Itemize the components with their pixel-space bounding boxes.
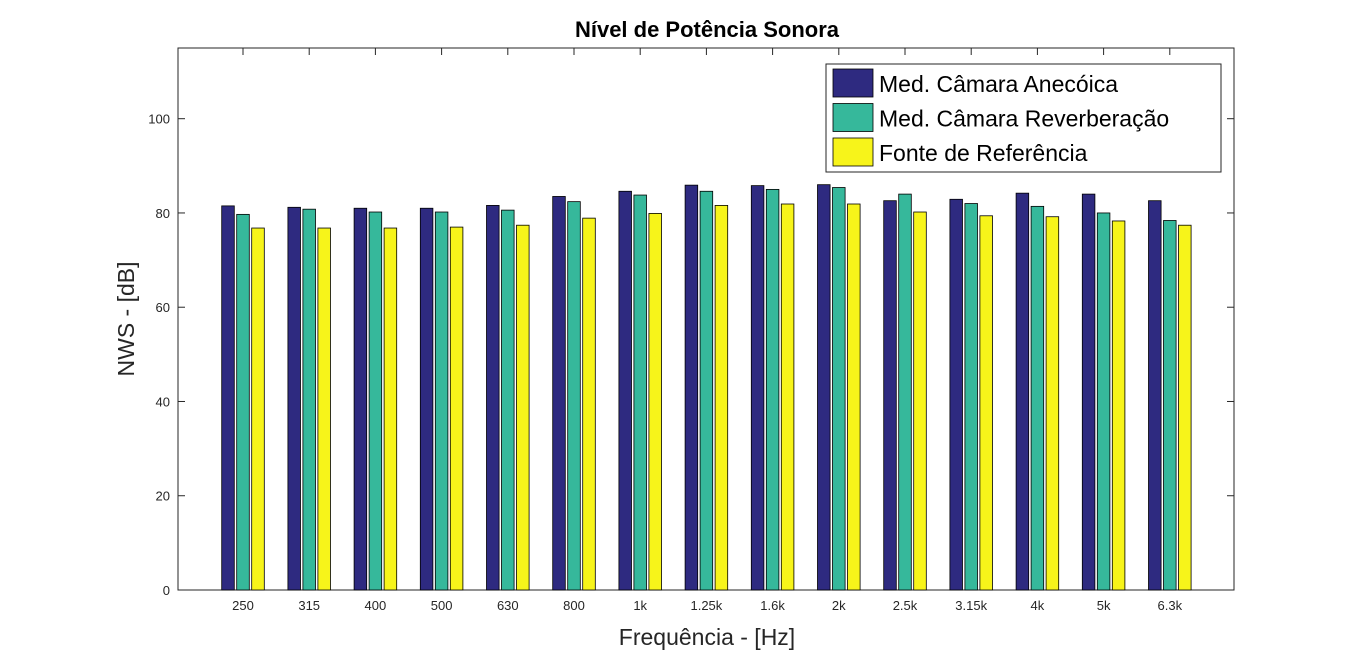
x-tick-label: 315 xyxy=(298,598,320,613)
bar-315-series-2 xyxy=(302,208,316,591)
bar-630-series-3 xyxy=(516,224,530,591)
bar-250-series-1 xyxy=(221,205,235,591)
bar-1k-series-2 xyxy=(633,194,647,591)
x-tick-label: 2.5k xyxy=(893,598,918,613)
bar-2.5k-series-3 xyxy=(913,211,927,591)
bar-800-series-2 xyxy=(567,201,581,591)
bar-4k-series-1 xyxy=(1015,192,1030,591)
y-axis: 0 20 40 60 80 100 xyxy=(148,112,1234,598)
y-tick-label: 80 xyxy=(156,206,170,221)
bar-500-series-3 xyxy=(449,226,464,591)
bar-800-series-1 xyxy=(552,196,566,591)
bar-1k-series-1 xyxy=(618,190,632,591)
bar-250-series-2 xyxy=(236,213,250,591)
bar-5k-series-3 xyxy=(1111,220,1126,591)
bar-2.5k-series-1 xyxy=(883,200,897,591)
bar-6.3k-series-2 xyxy=(1163,220,1177,591)
legend: Med. Câmara Anecóica Med. Câmara Reverber… xyxy=(825,63,1222,173)
bar-1.25k-series-1 xyxy=(684,184,699,591)
bar-3.15k-series-2 xyxy=(964,203,978,591)
bar-1.6k-series-2 xyxy=(765,188,780,591)
x-tick-label: 6.3k xyxy=(1158,598,1183,613)
x-tick-label: 1.25k xyxy=(690,598,722,613)
x-tick-label: 1k xyxy=(633,598,647,613)
bar-500-series-2 xyxy=(434,211,449,591)
y-tick-label: 0 xyxy=(163,583,170,598)
bar-800-series-3 xyxy=(582,217,596,591)
bar-400-series-2 xyxy=(368,211,383,591)
bar-500-series-1 xyxy=(419,207,434,591)
x-tick-label: 500 xyxy=(431,598,453,613)
legend-label: Med. Câmara Anecóica xyxy=(879,71,1118,97)
bars-group xyxy=(221,184,1192,591)
y-axis-label: NWS - [dB] xyxy=(113,261,139,376)
legend-swatch xyxy=(832,68,874,98)
bar-1.6k-series-1 xyxy=(750,185,765,591)
bar-400-series-1 xyxy=(353,207,368,591)
y-tick-label: 20 xyxy=(156,489,170,504)
x-axis-label: Frequência - [Hz] xyxy=(619,624,795,650)
bar-5k-series-1 xyxy=(1081,193,1096,591)
bar-2k-series-2 xyxy=(832,187,846,591)
bar-315-series-1 xyxy=(287,206,301,591)
bar-4k-series-3 xyxy=(1045,216,1060,591)
legend-box xyxy=(825,63,1222,173)
legend-label: Fonte de Referência xyxy=(879,140,1088,166)
bar-1.25k-series-2 xyxy=(699,190,714,591)
bar-630-series-2 xyxy=(501,209,515,591)
bar-6.3k-series-3 xyxy=(1178,224,1192,591)
bar-4k-series-2 xyxy=(1030,205,1045,591)
y-tick-label: 60 xyxy=(156,300,170,315)
bar-2k-series-3 xyxy=(847,203,861,591)
chart-title: Nível de Potência Sonora xyxy=(575,17,840,42)
y-tick-label: 100 xyxy=(148,112,170,127)
bar-2.5k-series-2 xyxy=(898,193,912,591)
x-tick-label: 3.15k xyxy=(955,598,987,613)
x-tick-label: 800 xyxy=(563,598,585,613)
bar-400-series-3 xyxy=(383,227,398,591)
bar-3.15k-series-1 xyxy=(949,198,963,591)
x-tick-label: 2k xyxy=(832,598,846,613)
x-tick-label: 400 xyxy=(365,598,387,613)
bar-5k-series-2 xyxy=(1096,212,1111,591)
bar-2k-series-1 xyxy=(817,184,831,591)
bar-1k-series-3 xyxy=(648,213,662,591)
x-tick-label: 250 xyxy=(232,598,254,613)
legend-swatch xyxy=(832,137,874,167)
x-axis: 250 315 400 500 630 800 1k 1.25k 1.6k 2k 2.5k 3.15k… xyxy=(232,48,1183,613)
bar-3.15k-series-3 xyxy=(979,215,993,591)
bar-1.6k-series-3 xyxy=(780,203,795,591)
legend-label: Med. Câmara Reverberação xyxy=(879,106,1169,132)
bar-6.3k-series-1 xyxy=(1148,200,1162,591)
x-tick-label: 5k xyxy=(1097,598,1111,613)
x-tick-label: 4k xyxy=(1031,598,1045,613)
bar-1.25k-series-3 xyxy=(714,205,729,591)
x-tick-label: 1.6k xyxy=(760,598,785,613)
legend-swatch xyxy=(832,103,874,132)
bar-315-series-3 xyxy=(317,227,331,591)
x-tick-label: 630 xyxy=(497,598,519,613)
bar-630-series-1 xyxy=(486,205,500,591)
bar-250-series-3 xyxy=(251,227,265,591)
y-tick-label: 40 xyxy=(156,394,170,409)
